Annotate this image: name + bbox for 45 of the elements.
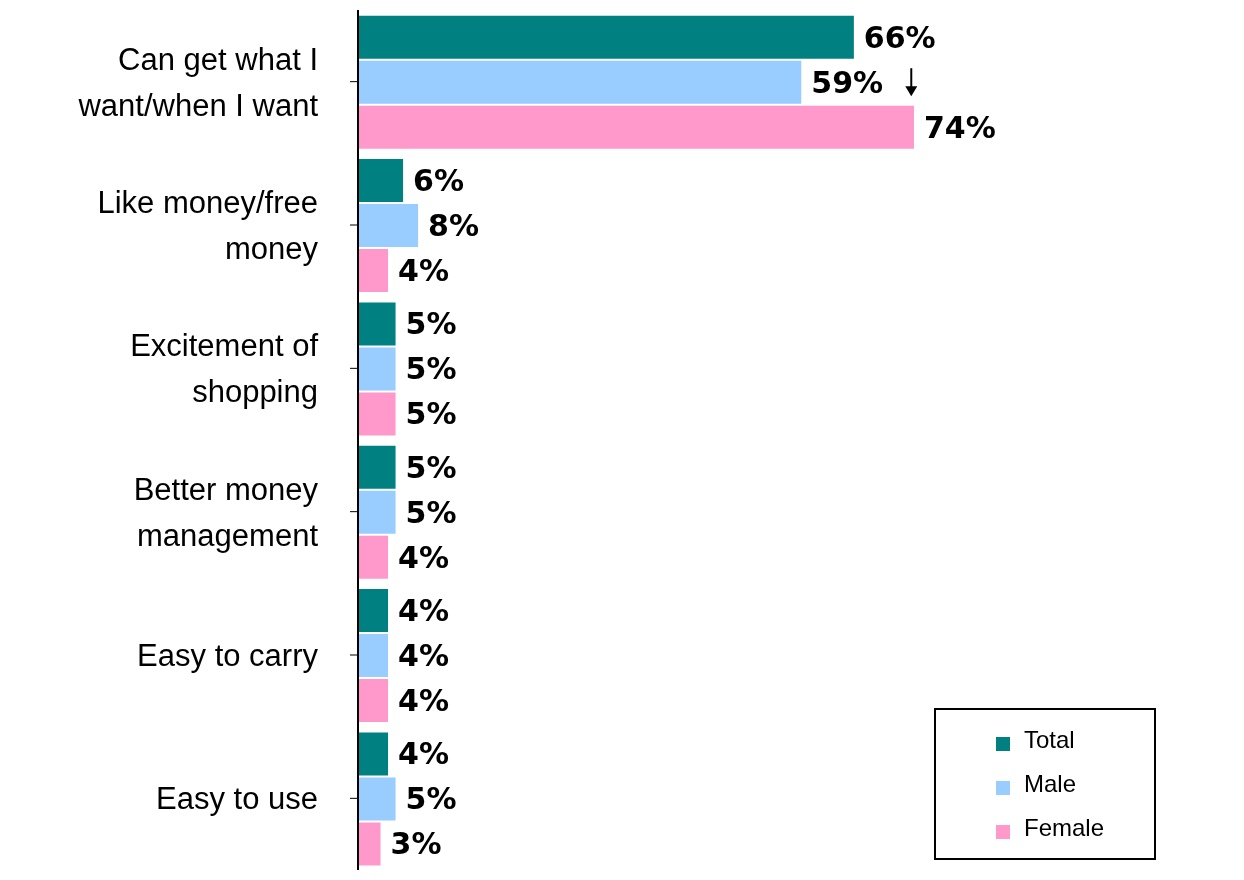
data-label: 5% — [405, 396, 457, 432]
data-label: 4% — [398, 253, 449, 289]
data-label: 4% — [398, 736, 449, 772]
bar — [358, 490, 396, 534]
data-label: 74% — [923, 109, 996, 145]
data-label: 59% — [811, 64, 884, 100]
legend-label: Male — [1023, 770, 1076, 797]
bar — [358, 347, 396, 391]
y-tick-label: Can get what I want/when I want — [77, 41, 319, 123]
bar — [358, 159, 404, 203]
bar — [358, 634, 389, 678]
bar — [358, 60, 802, 104]
data-label: 5% — [405, 449, 457, 485]
data-label: 4% — [398, 638, 449, 674]
y-tick-label: Excitement of shopping — [130, 327, 319, 409]
bar — [358, 105, 914, 149]
y-tick-label: Better money management — [133, 471, 319, 553]
bar — [358, 732, 389, 776]
bar — [358, 822, 381, 866]
legend-label: Female — [1023, 814, 1104, 841]
bar — [358, 249, 389, 293]
bar — [358, 535, 389, 579]
bar — [358, 15, 854, 59]
bar — [358, 777, 396, 821]
data-label: 5% — [405, 781, 457, 817]
data-label: 5% — [405, 494, 457, 530]
data-label: 4% — [398, 593, 449, 629]
data-label: 4% — [398, 539, 449, 575]
legend-label: Total — [1023, 726, 1075, 753]
data-label: 5% — [405, 351, 457, 387]
data-label: 66% — [863, 19, 936, 55]
y-tick-label: Like money/free money — [97, 184, 319, 266]
data-label: 3% — [390, 826, 442, 862]
data-label: 4% — [398, 683, 449, 719]
data-label: 6% — [413, 163, 465, 199]
data-label: 5% — [405, 306, 457, 342]
bar — [358, 392, 396, 436]
y-tick-label: Easy to use — [156, 780, 318, 816]
bar — [358, 679, 389, 723]
data-label: 8% — [428, 208, 480, 244]
bar — [358, 204, 419, 248]
y-tick-label: Easy to carry — [137, 637, 319, 673]
bar — [358, 445, 396, 489]
bar — [358, 589, 389, 633]
bar — [358, 302, 396, 346]
